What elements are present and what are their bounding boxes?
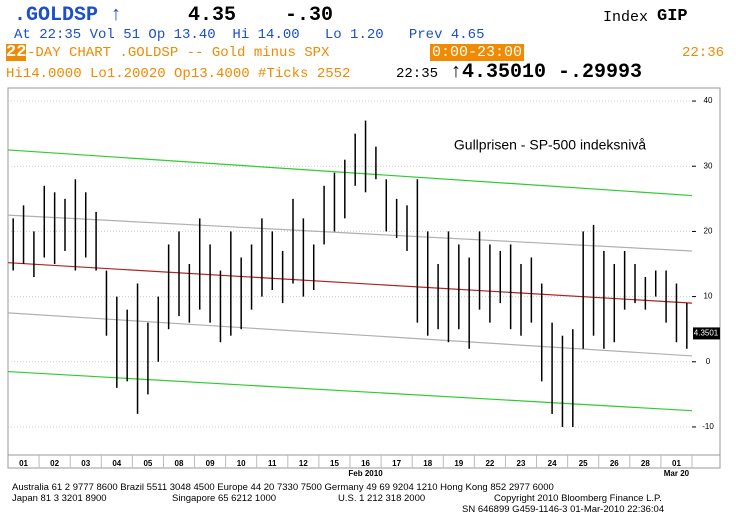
x-tick-label: 18 <box>423 459 432 468</box>
big-last: ↑4.35010 -.29993 <box>450 61 643 84</box>
x-tick-label: 01 <box>672 459 681 468</box>
x-tick-label: 26 <box>610 459 619 468</box>
x-tick-label: 10 <box>237 459 246 468</box>
last: 4.35 <box>188 4 237 27</box>
x-tick-label: 19 <box>454 459 463 468</box>
chart-name: -DAY CHART .GOLDSP -- Gold minus SPX <box>27 46 329 60</box>
time-range: 0:00-23:00 <box>430 44 525 61</box>
x-tick-label: 16 <box>361 459 370 468</box>
quote-line: At 22:35 Vol 51 Op 13.40 Hi 14.00 Lo 1.2… <box>14 27 485 43</box>
x-tick-label: 15 <box>330 459 339 468</box>
channel-line <box>7 262 693 304</box>
chart-title: Gullprisen - SP-500 indeksnivå <box>454 137 646 153</box>
days: 22 <box>6 43 27 62</box>
x-tick-label: 12 <box>299 459 308 468</box>
footer-line1: Australia 61 2 9777 8600 Brazil 5511 304… <box>12 482 554 493</box>
x-tick-label: 02 <box>50 459 59 468</box>
x-tick-label: 09 <box>206 459 215 468</box>
y-tick-label: 20 <box>704 227 713 236</box>
x-tick-label: 11 <box>268 459 277 468</box>
ticker: .GOLDSP ↑ <box>14 4 123 27</box>
channel-line <box>7 312 693 357</box>
x-tick-label: 23 <box>517 459 526 468</box>
chart-name-text: -DAY CHART .GOLDSP -- Gold minus SPX <box>27 45 330 61</box>
last-price-box <box>693 327 720 340</box>
x-tick-label: 17 <box>392 459 401 468</box>
x-tick-label: 28 <box>641 459 650 468</box>
footer-us: U.S. 1 212 318 2000 <box>338 493 426 504</box>
channel-line <box>7 214 693 252</box>
frame <box>7 87 721 469</box>
stats-time: 22:35 <box>396 66 439 82</box>
period-label: Mar 20 <box>664 469 690 478</box>
x-tick-label: 08 <box>175 459 184 468</box>
chart: Gullprisen - SP-500 indeksnivå -10010203… <box>7 87 721 478</box>
footer-sn: SN 646899 G459-1146-3 01-Mar-2010 22:36:… <box>462 504 665 515</box>
y-tick-label: 40 <box>704 96 713 105</box>
x-tick-label: 05 <box>143 459 152 468</box>
x-tick-label: 01 <box>19 459 28 468</box>
footer-japan: Japan 81 3 3201 8900 <box>12 493 107 504</box>
stats: Hi14.0000 Lo1.20020 Op13.4000 #Ticks 255… <box>6 66 351 82</box>
index-code: GIP <box>657 7 688 26</box>
x-tick-label: 22 <box>485 459 494 468</box>
footer-singapore: Singapore 65 6212 1000 <box>172 493 277 504</box>
x-tick-label: 03 <box>81 459 90 468</box>
y-tick-label: 10 <box>704 292 713 301</box>
y-tick-label: -10 <box>702 422 714 431</box>
x-tick-label: 24 <box>548 459 557 468</box>
change: -.30 <box>285 4 334 27</box>
last-price: 4.3501 <box>694 329 719 338</box>
x-tick-label: 25 <box>579 459 588 468</box>
footer-copyright: Copyright 2010 Bloomberg Finance L.P. <box>494 493 662 504</box>
end-time: 23:00 <box>477 44 523 61</box>
x-tick-label: 04 <box>112 459 121 468</box>
period-label: Feb 2010 <box>348 469 383 478</box>
channel-line <box>7 370 693 412</box>
index-word: Index <box>603 9 649 26</box>
y-tick-label: 30 <box>704 161 713 170</box>
channel-line <box>7 149 693 197</box>
start-time: 0:00 <box>432 44 469 61</box>
clock: 22:36 <box>682 45 725 61</box>
y-tick-label: 0 <box>706 357 711 366</box>
